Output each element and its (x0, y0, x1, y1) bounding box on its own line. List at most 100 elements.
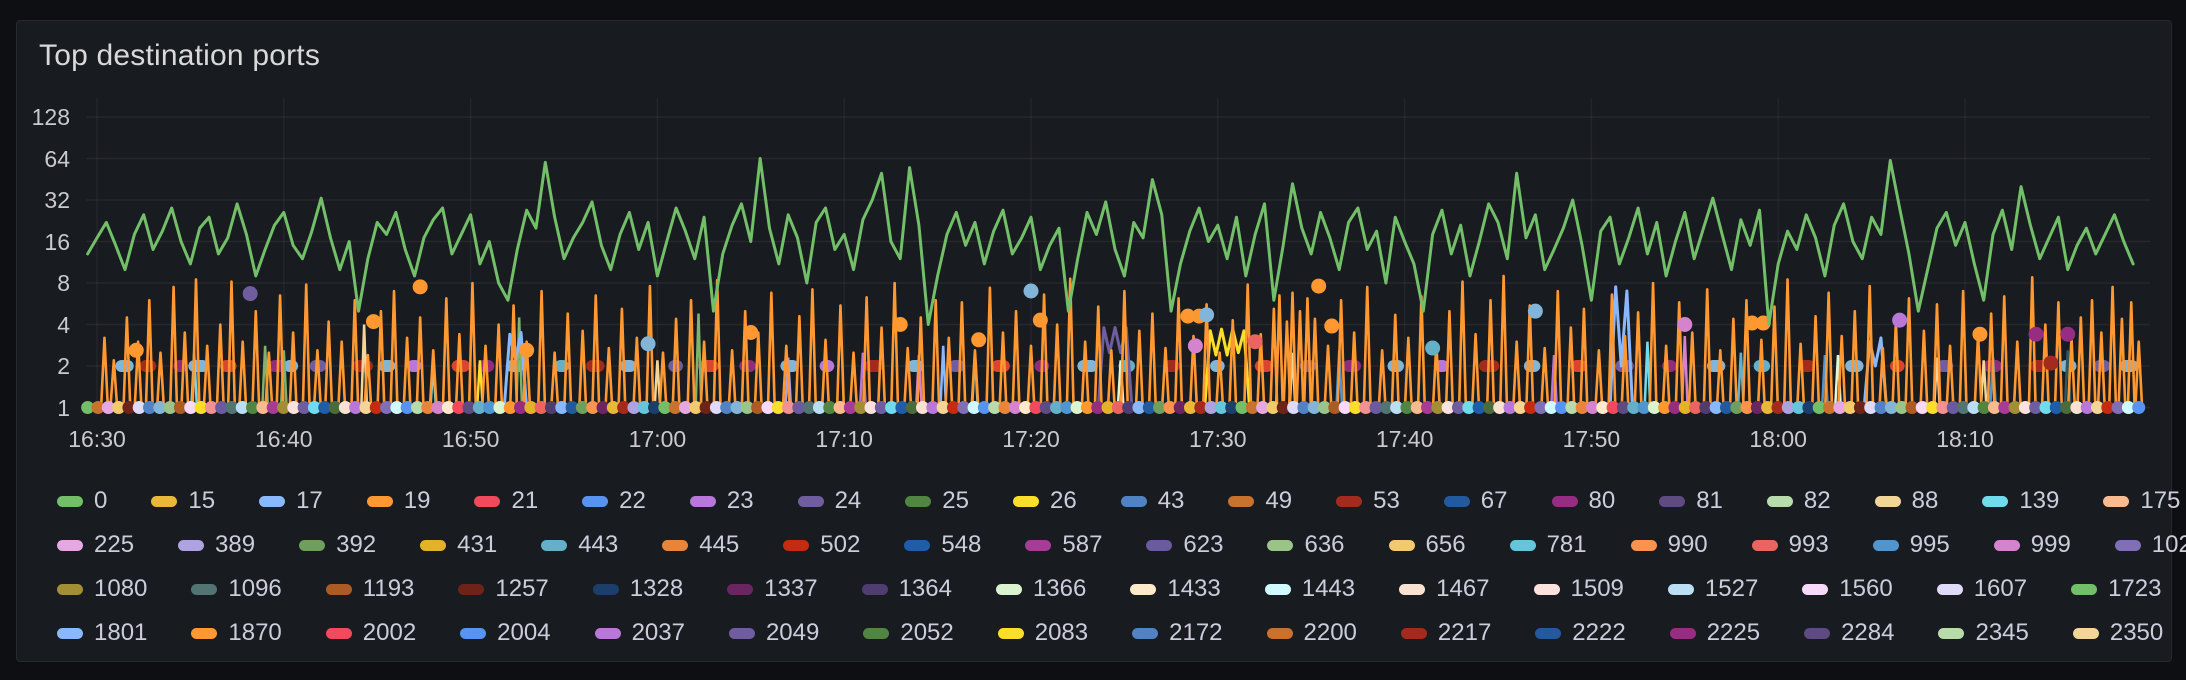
legend-item-445[interactable]: 445 (662, 531, 739, 559)
legend-item-67[interactable]: 67 (1443, 487, 1508, 515)
legend-item-1257[interactable]: 1257 (458, 575, 549, 603)
legend-item-1560[interactable]: 1560 (1802, 575, 1893, 603)
legend-label: 548 (941, 531, 982, 558)
legend-label: 431 (457, 531, 498, 558)
legend-item-88[interactable]: 88 (1874, 487, 1938, 515)
legend-label: 1080 (94, 575, 148, 602)
legend-swatch (1509, 539, 1536, 551)
legend-item-225[interactable]: 225 (57, 531, 134, 559)
legend-item-22[interactable]: 22 (582, 487, 646, 515)
legend-item-548[interactable]: 548 (904, 531, 981, 559)
legend-label: 80 (1588, 487, 1616, 514)
legend-item-623[interactable]: 623 (1146, 531, 1223, 559)
legend-label: 53 (1373, 487, 1400, 514)
legend-item-82[interactable]: 82 (1766, 487, 1831, 515)
legend-item-43[interactable]: 43 (1120, 487, 1184, 515)
legend-item-636[interactable]: 636 (1267, 531, 1345, 559)
legend-item-1527[interactable]: 1527 (1667, 575, 1759, 603)
legend-swatch (689, 495, 716, 507)
legend-item-1364[interactable]: 1364 (861, 575, 952, 603)
legend-item-15[interactable]: 15 (151, 487, 215, 515)
legend-item-17[interactable]: 17 (259, 487, 323, 515)
baseline-points (81, 401, 2146, 414)
legend-label: 2345 (1975, 619, 2029, 646)
legend-item-1870[interactable]: 1870 (191, 619, 282, 647)
legend-item-443[interactable]: 443 (541, 531, 618, 559)
legend-item-389[interactable]: 389 (178, 531, 255, 559)
legend-item-2002[interactable]: 2002 (325, 619, 416, 647)
legend-label: 636 (1304, 531, 1345, 558)
legend-swatch (2103, 495, 2130, 507)
legend-label: 2217 (1437, 619, 1492, 646)
legend-item-1328[interactable]: 1328 (592, 575, 683, 603)
legend-item-1096[interactable]: 1096 (191, 575, 282, 603)
legend-item-999[interactable]: 999 (1993, 531, 2071, 559)
legend-item-2350[interactable]: 2350 (2072, 619, 2163, 647)
legend-item-139[interactable]: 139 (1982, 487, 2059, 515)
legend-item-81[interactable]: 81 (1659, 487, 1723, 515)
legend-item-1028[interactable]: 1028 (2114, 531, 2186, 559)
legend-item-2037[interactable]: 2037 (594, 619, 685, 647)
legend-swatch (1535, 627, 1562, 639)
legend-item-993[interactable]: 993 (1751, 531, 1829, 559)
legend-item-2004[interactable]: 2004 (460, 619, 551, 647)
legend-label: 1096 (228, 575, 282, 602)
legend-item-23[interactable]: 23 (689, 487, 754, 515)
legend-item-1467[interactable]: 1467 (1399, 575, 1490, 603)
legend-item-1509[interactable]: 1509 (1533, 575, 1624, 603)
legend-item-1337[interactable]: 1337 (727, 575, 818, 603)
legend-label: 0 (94, 487, 108, 514)
legend-item-2217[interactable]: 2217 (1400, 619, 1492, 647)
legend-item-2225[interactable]: 2225 (1669, 619, 1760, 647)
legend-item-1723[interactable]: 1723 (2071, 575, 2161, 603)
legend-item-2052[interactable]: 2052 (863, 619, 954, 647)
legend-item-1080[interactable]: 1080 (57, 575, 147, 603)
panel-top-destination-ports: Top destination ports 0 15 17 19 21 22 23 24 25 2… (16, 20, 2186, 662)
legend-swatch (1443, 495, 1470, 507)
legend-item-2200[interactable]: 2200 (1266, 619, 1357, 647)
legend-item-2284[interactable]: 2284 (1804, 619, 1894, 647)
legend-item-1801[interactable]: 1801 (57, 619, 147, 647)
legend-item-2083[interactable]: 2083 (997, 619, 1088, 647)
panel-title[interactable]: Top destination ports (39, 39, 321, 72)
legend-item-781[interactable]: 781 (1509, 531, 1587, 559)
legend-item-0[interactable]: 0 (57, 487, 107, 515)
legend-item-21[interactable]: 21 (474, 487, 538, 515)
legend-item-1443[interactable]: 1443 (1264, 575, 1355, 603)
legend-item-995[interactable]: 995 (1872, 531, 1950, 559)
legend-item-656[interactable]: 656 (1388, 531, 1466, 559)
legend-item-392[interactable]: 392 (299, 531, 376, 559)
legend-label: 443 (578, 531, 619, 558)
legend-item-2345[interactable]: 2345 (1938, 619, 2029, 647)
legend-label: 22 (619, 487, 646, 514)
legend-item-25[interactable]: 25 (905, 487, 969, 515)
legend-swatch (541, 539, 568, 551)
legend-item-1433[interactable]: 1433 (1130, 575, 1221, 603)
legend-swatch (1802, 583, 1829, 595)
legend-item-502[interactable]: 502 (783, 531, 860, 559)
legend-item-587[interactable]: 587 (1025, 531, 1102, 559)
legend-label: 1527 (1704, 575, 1759, 602)
legend-row: 0 15 17 19 21 22 23 24 25 26 43 49 53 67 80 81 82 88 139 17… (57, 479, 2180, 523)
legend-item-2049[interactable]: 2049 (728, 619, 819, 647)
legend-swatch (1388, 539, 1415, 551)
legend-item-53[interactable]: 53 (1336, 487, 1400, 515)
legend-item-19[interactable]: 19 (366, 487, 430, 515)
legend-swatch (57, 539, 83, 551)
legend-item-431[interactable]: 431 (420, 531, 497, 559)
legend: 0 15 17 19 21 22 23 24 25 26 43 49 53 67 80 81 82 88 139 17… (57, 479, 2186, 655)
legend-item-2222[interactable]: 2222 (1535, 619, 1626, 647)
legend-item-1193[interactable]: 1193 (325, 575, 414, 603)
legend-item-26[interactable]: 26 (1012, 487, 1077, 515)
legend-item-80[interactable]: 80 (1551, 487, 1616, 515)
legend-item-1366[interactable]: 1366 (995, 575, 1086, 603)
legend-item-175[interactable]: 175 (2103, 487, 2180, 515)
legend-item-1607[interactable]: 1607 (1936, 575, 2027, 603)
legend-item-49[interactable]: 49 (1228, 487, 1292, 515)
legend-swatch (1120, 495, 1147, 507)
legend-item-24[interactable]: 24 (797, 487, 861, 515)
legend-item-990[interactable]: 990 (1630, 531, 1708, 559)
legend-swatch (997, 627, 1024, 639)
legend-item-2172[interactable]: 2172 (1132, 619, 1223, 647)
